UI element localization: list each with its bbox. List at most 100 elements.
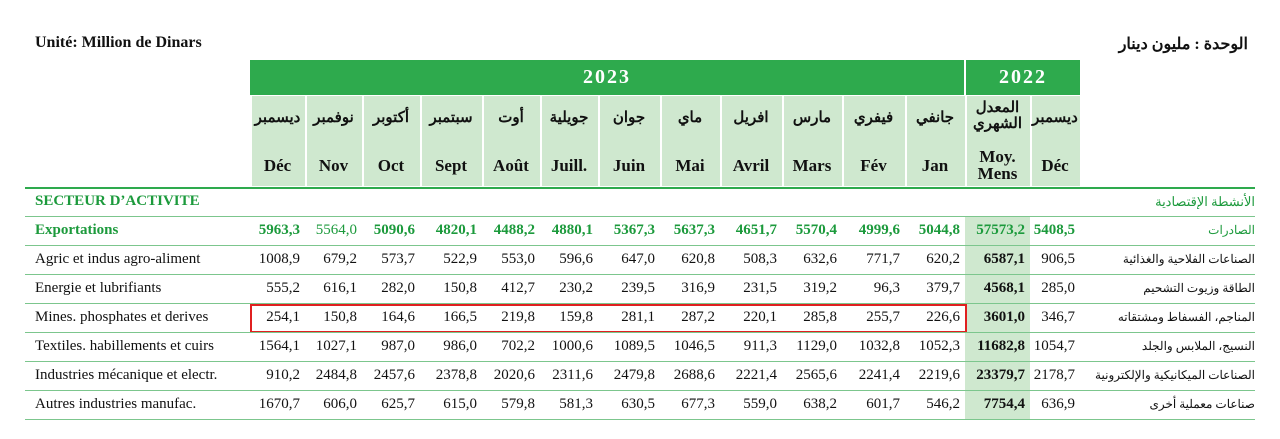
- cell-value: 220,1: [743, 309, 777, 325]
- row-line: [25, 419, 1255, 420]
- cell-value: 166,5: [443, 309, 477, 325]
- cell-value: 1564,1: [258, 338, 300, 354]
- cell-value: 581,3: [559, 396, 593, 412]
- cell-value: 2178,7: [1033, 367, 1075, 383]
- cell-value: 219,8: [501, 309, 535, 325]
- cell-value: 1008,9: [258, 251, 300, 267]
- cell-value: 630,5: [621, 396, 655, 412]
- cell-value: 4568,1: [983, 280, 1025, 296]
- column-fr: Déc: [263, 156, 292, 175]
- cell-value: 625,7: [381, 396, 415, 412]
- header-cell: [420, 96, 482, 186]
- cell-value: 5564,0: [315, 222, 357, 238]
- cell-value: 987,0: [381, 338, 415, 354]
- cell-value: 5570,4: [795, 222, 837, 238]
- cell-value: 412,7: [501, 280, 535, 296]
- cell-value: 255,7: [866, 309, 900, 325]
- column-ar: أكتوبر: [372, 110, 410, 126]
- cell-value: 2688,6: [673, 367, 715, 383]
- cell-value: 555,2: [266, 280, 300, 296]
- cell-value: 1054,7: [1033, 338, 1075, 354]
- cell-value: 287,2: [681, 309, 715, 325]
- cell-value: 150,8: [323, 309, 357, 325]
- row-label-fr: Exportations: [35, 222, 119, 238]
- cell-value: 57573,2: [976, 222, 1025, 238]
- cell-value: 573,7: [381, 251, 415, 267]
- column-ar: ديسمبر: [254, 110, 301, 126]
- unit-fr: Unité: Million de Dinars: [35, 34, 202, 51]
- column-fr: Juill.: [550, 156, 588, 175]
- row-line: [25, 361, 1255, 362]
- cell-value: 2565,6: [795, 367, 837, 383]
- cell-value: 638,2: [803, 396, 837, 412]
- cell-value: 2311,6: [552, 367, 593, 383]
- cell-value: 1089,5: [613, 338, 655, 354]
- column-fr: Mars: [792, 156, 832, 175]
- cell-value: 281,1: [621, 309, 655, 325]
- cell-value: 379,7: [926, 280, 960, 296]
- row-line: [25, 216, 1255, 217]
- column-fr: Nov: [318, 156, 349, 175]
- row-line: [25, 274, 1255, 275]
- cell-value: 615,0: [443, 396, 477, 412]
- cell-value: 23379,7: [976, 367, 1025, 383]
- column-fr: Juin: [612, 156, 646, 175]
- row-label-ar: صناعات معملية أخرى: [1149, 397, 1255, 411]
- header-cell: [482, 96, 540, 186]
- cell-value: 226,6: [926, 309, 960, 325]
- cell-value: 285,0: [1041, 280, 1075, 296]
- header-cell: [362, 96, 420, 186]
- cell-value: 1000,6: [551, 338, 593, 354]
- header-cell: [305, 96, 362, 186]
- cell-value: 5090,6: [373, 222, 415, 238]
- cell-value: 150,8: [443, 280, 477, 296]
- row-label-ar: المناجم، الفسفاط ومشتقاته: [1117, 310, 1255, 324]
- column-fr: Déc: [1041, 156, 1069, 175]
- avg-column-bg: [965, 216, 1030, 420]
- cell-value: 1670,7: [258, 396, 300, 412]
- cell-value: 546,2: [926, 396, 960, 412]
- cell-value: 2484,8: [315, 367, 357, 383]
- cell-value: 6587,1: [983, 251, 1025, 267]
- cell-value: 647,0: [621, 251, 655, 267]
- cell-value: 553,0: [501, 251, 535, 267]
- cell-value: 5963,3: [258, 222, 300, 238]
- row-line: [25, 245, 1255, 246]
- cell-value: 620,2: [926, 251, 960, 267]
- cell-value: 616,1: [323, 280, 357, 296]
- header-cell: [660, 96, 720, 186]
- row-line: [25, 332, 1255, 333]
- column-ar: نوفمبر: [313, 110, 354, 126]
- cell-value: 5408,5: [1033, 222, 1075, 238]
- column-ar: ماي: [677, 110, 703, 126]
- header-cell: [965, 96, 1030, 186]
- year-header: 2023: [250, 60, 964, 95]
- column-ar: فيفري: [853, 110, 894, 126]
- cell-value: 910,2: [266, 367, 300, 383]
- sector-fr: SECTEUR D’ACTIVITE: [35, 193, 200, 209]
- row-line: [25, 390, 1255, 391]
- cell-value: 986,0: [443, 338, 477, 354]
- row-label-fr: Autres industries manufac.: [35, 396, 197, 412]
- cell-value: 2479,8: [613, 367, 655, 383]
- cell-value: 1046,5: [673, 338, 715, 354]
- cell-value: 2457,6: [373, 367, 415, 383]
- column-ar: جويلية: [549, 110, 589, 126]
- row-label-fr: Industries mécanique et electr.: [35, 367, 218, 383]
- column-fr: Oct: [377, 156, 405, 175]
- column-fr: Fév: [860, 156, 887, 175]
- column-fr: Août: [493, 156, 529, 175]
- column-ar: ديسمبر: [1032, 110, 1078, 126]
- cell-value: 2378,8: [435, 367, 477, 383]
- column-fr: Jan: [921, 156, 949, 175]
- cell-value: 911,3: [743, 338, 777, 354]
- cell-value: 7754,4: [983, 396, 1025, 412]
- cell-value: 239,5: [621, 280, 655, 296]
- unit-ar: الوحدة : مليون دينار: [1118, 36, 1248, 53]
- row-label-ar: الصناعات الفلاحية والغذائية: [1122, 252, 1255, 266]
- header-cell: [250, 96, 305, 186]
- cell-value: 1032,8: [858, 338, 900, 354]
- header-cell: [782, 96, 842, 186]
- cell-value: 906,5: [1041, 251, 1075, 267]
- cell-value: 2221,4: [735, 367, 777, 383]
